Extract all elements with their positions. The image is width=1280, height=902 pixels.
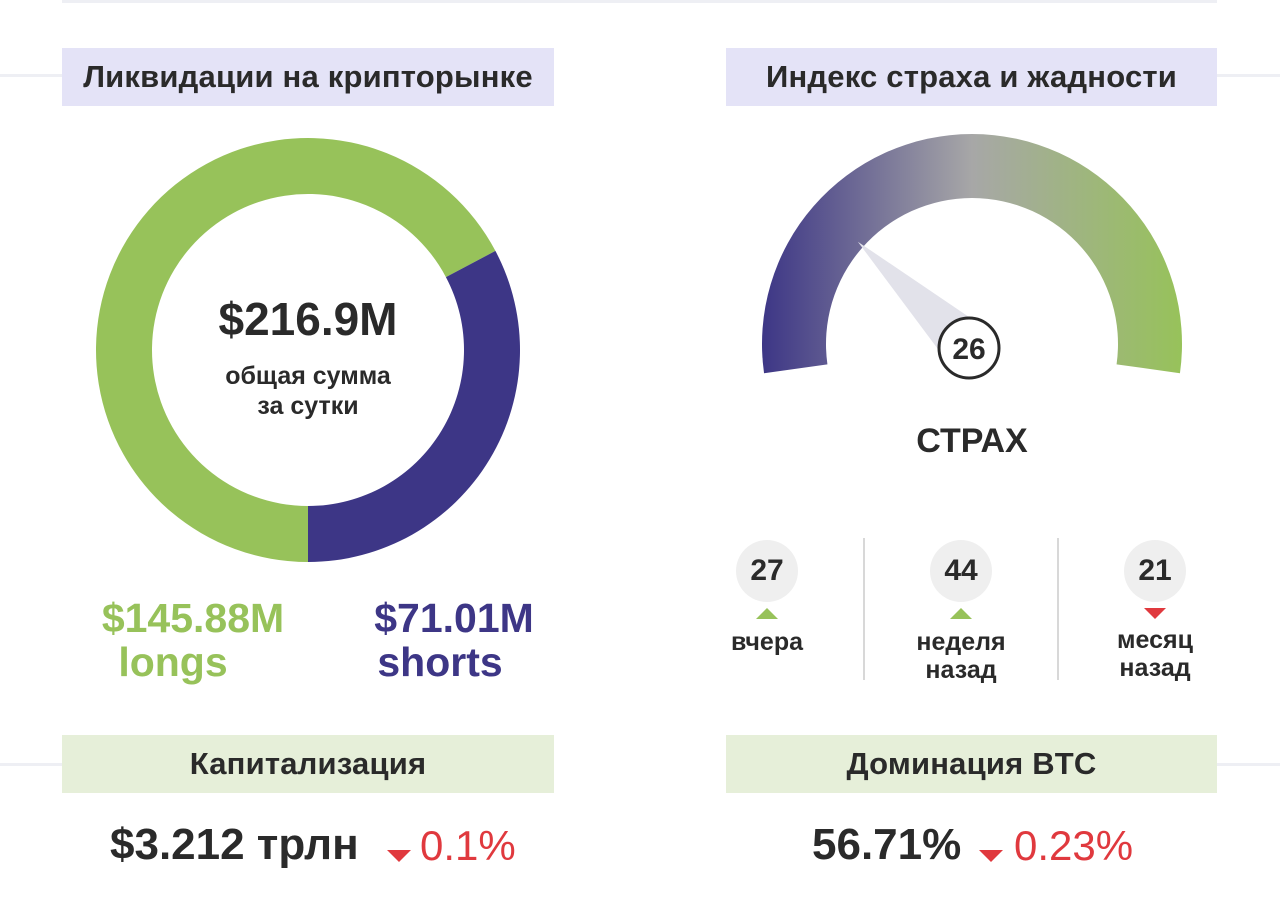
history-week-label: неделя назад	[890, 628, 1032, 684]
history-week-label-line1: неделя	[916, 628, 1006, 656]
history-divider-2	[1057, 538, 1059, 680]
liquidations-caption-2: за сутки	[257, 392, 359, 420]
btc-dominance-change: 0.23%	[1014, 822, 1134, 869]
history-divider-1	[863, 538, 865, 680]
triangle-down-icon	[979, 850, 1003, 862]
triangle-up-icon	[756, 608, 778, 619]
donut-shorts-segment	[308, 250, 520, 562]
capitalization-value: $3.212 трлн	[110, 820, 359, 869]
history-week-value: 44	[930, 540, 992, 602]
fear-greed-title-text: Индекс страха и жадности	[765, 59, 1178, 94]
btc-dominance-title: Доминация BTC	[726, 735, 1217, 793]
liquidations-title: Ликвидации на крипторынке	[62, 48, 554, 106]
history-month-label-line1: месяц	[1117, 626, 1193, 654]
liquidations-donut	[95, 138, 520, 563]
liquidations-caption-1: общая сумма	[225, 362, 391, 390]
fear-greed-title: Индекс страха и жадности	[726, 48, 1217, 106]
capitalization-change: 0.1%	[420, 822, 516, 869]
left-rule	[0, 74, 62, 77]
shorts-label: shorts	[377, 639, 503, 685]
history-month-label: месяц назад	[1084, 626, 1226, 682]
top-divider	[62, 0, 1217, 3]
gauge-arc	[762, 133, 1182, 374]
history-yesterday-label: вчера	[706, 628, 828, 656]
btc-dominance-title-text: Доминация BTC	[846, 746, 1097, 781]
right-rule-bottom	[1217, 763, 1280, 766]
left-rule-bottom	[0, 763, 62, 766]
right-rule	[1217, 74, 1280, 77]
btc-dominance-value: 56.71%	[812, 820, 962, 869]
history-month-label-line2: назад	[1119, 654, 1191, 682]
longs-label: longs	[118, 639, 228, 685]
fear-greed-gauge: 26	[762, 133, 1182, 380]
history-yesterday-value: 27	[736, 540, 798, 602]
fear-greed-state: СТРАХ	[916, 422, 1028, 460]
triangle-down-icon	[1144, 608, 1166, 619]
longs-value: $145.88M	[101, 595, 285, 641]
history-month-value: 21	[1124, 540, 1186, 602]
liquidations-total: $216.9M	[218, 293, 398, 345]
liquidations-title-text: Ликвидации на крипторынке	[83, 59, 533, 94]
gauge-value: 26	[952, 333, 985, 366]
history-week-label-line2: назад	[925, 656, 997, 684]
history-yesterday-label-line1: вчера	[730, 628, 803, 656]
capitalization-title-text: Капитализация	[189, 746, 427, 781]
capitalization-title: Капитализация	[62, 735, 554, 793]
triangle-up-icon	[950, 608, 972, 619]
shorts-value: $71.01M	[374, 595, 534, 641]
gauge-value-circle	[937, 316, 1001, 380]
triangle-down-icon	[387, 850, 411, 862]
